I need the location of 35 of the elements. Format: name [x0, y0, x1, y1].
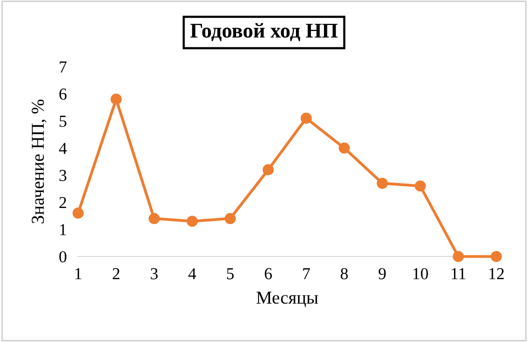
point [186, 216, 198, 227]
x-tick-label: 4 [188, 268, 196, 280]
x-tick-label: 9 [378, 268, 386, 280]
y-tick-label: 3 [59, 170, 66, 182]
chart-title: Годовой ход НП [190, 23, 338, 42]
point [72, 208, 84, 219]
x-tick-label: 5 [227, 268, 234, 280]
point [148, 212, 160, 224]
x-tick-label: 10 [413, 268, 428, 280]
point [376, 178, 388, 189]
x-tick-label: 11 [452, 268, 466, 280]
y-tick-label: 6 [59, 88, 67, 100]
point [338, 142, 350, 154]
x-tick-label: 7 [303, 268, 310, 280]
point [414, 180, 426, 192]
y-tick-label: 0 [59, 251, 66, 262]
x-tick-label: 3 [150, 268, 158, 280]
y-tick-label: 7 [60, 62, 67, 72]
y-tick-label: 1 [60, 224, 66, 236]
point [110, 94, 122, 105]
y-tick-label: 4 [59, 142, 67, 154]
point [490, 250, 502, 262]
point [224, 212, 236, 224]
x-tick-label: 6 [264, 268, 272, 280]
x-axis-title: Месяцы [256, 292, 318, 308]
point [452, 250, 464, 262]
y-axis-title: Значение НП, % [32, 100, 47, 224]
x-tick-label: 2 [112, 268, 120, 280]
y-tick-label: 2 [59, 197, 66, 208]
x-tick-label: 1 [75, 268, 82, 280]
point [262, 164, 274, 176]
x-tick-label: 8 [340, 268, 348, 280]
point [300, 112, 312, 124]
x-tick-label: 12 [489, 268, 504, 280]
y-tick-label: 5 [60, 116, 66, 127]
